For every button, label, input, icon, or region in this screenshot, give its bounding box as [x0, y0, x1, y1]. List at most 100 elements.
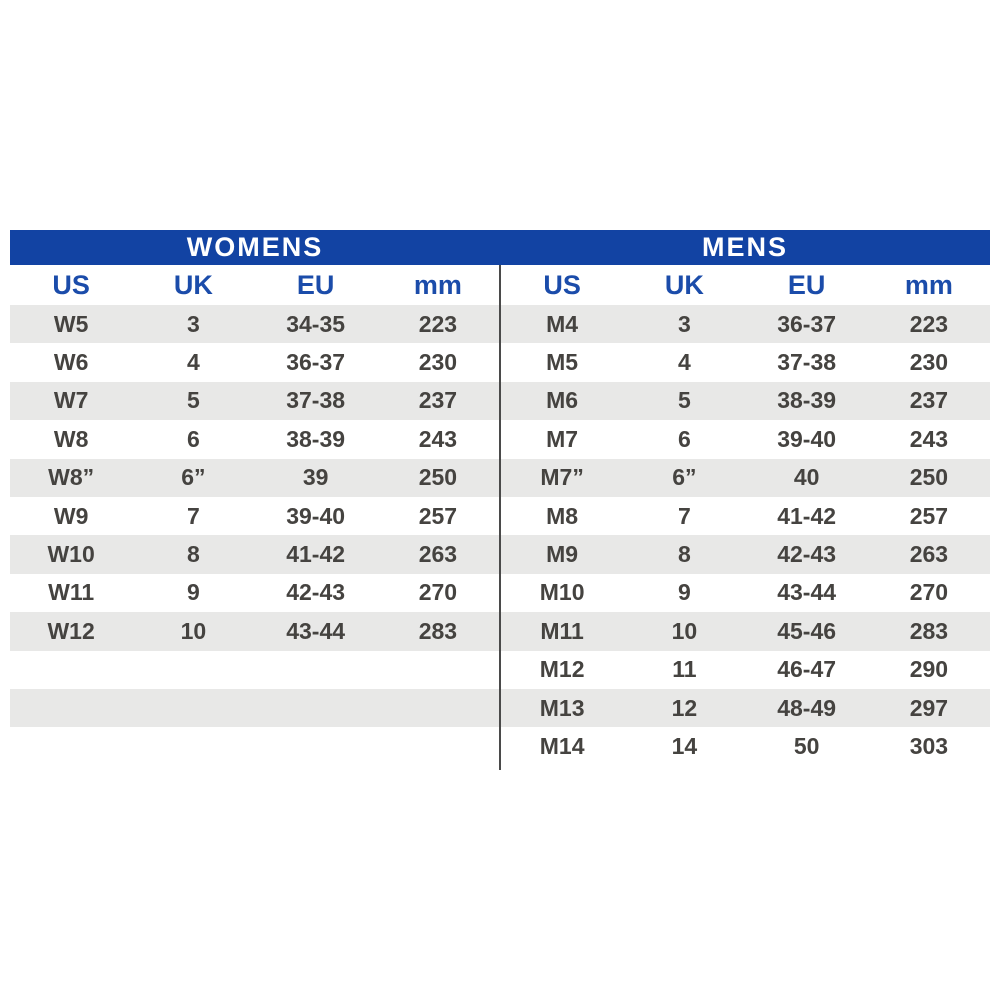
table-cell: 9: [677, 579, 691, 606]
table-cell: 6: [186, 425, 200, 452]
table-cell: 10: [180, 617, 207, 644]
table-cell: W10: [47, 541, 95, 568]
mens-title: MENS: [701, 232, 788, 262]
chart-body: US UK EU mm W5 3 34-35 223 W6 4 36-37 230 W7 5 37-38 23…: [10, 265, 990, 770]
table-cell: 6: [677, 425, 691, 452]
table-cell: [377, 689, 499, 727]
table-cell: 37-38: [286, 387, 346, 414]
table-cell: 5: [677, 387, 691, 414]
table-cell: 270: [909, 579, 949, 606]
womens-table: US UK EU mm W5 3 34-35 223 W6 4 36-37 230 W7 5 37-38 23…: [10, 265, 499, 766]
table-cell: M8: [546, 502, 579, 529]
table-cell: M10: [539, 579, 585, 606]
table-cell: 263: [418, 541, 458, 568]
table-row: M7 6 39-40 243: [501, 420, 990, 458]
table-cell: [255, 727, 377, 765]
table-cell: 48-49: [777, 694, 837, 721]
table-cell: 43-44: [777, 579, 837, 606]
table-cell: [377, 651, 499, 689]
table-cell: 8: [186, 541, 200, 568]
mens-table: US UK EU mm M4 3 36-37 223 M5 4 37-38 230 M6 5 38-39 23…: [501, 265, 990, 766]
table-cell: 7: [186, 502, 200, 529]
table-row: W7 5 37-38 237: [10, 381, 499, 421]
table-cell: W5: [53, 310, 89, 337]
table-cell: 45-46: [777, 617, 837, 644]
table-cell: 243: [909, 425, 949, 452]
table-cell: M13: [539, 694, 585, 721]
table-cell: 4: [186, 349, 200, 376]
table-cell: M6: [546, 387, 579, 414]
table-cell: 14: [671, 732, 698, 759]
table-cell: 12: [671, 694, 698, 721]
table-cell: 38-39: [777, 387, 837, 414]
table-cell: 290: [909, 656, 949, 683]
column-header: UK: [664, 269, 704, 300]
table-cell: 8: [677, 541, 691, 568]
womens-title: WOMENS: [186, 232, 324, 262]
table-cell: 270: [418, 579, 458, 606]
table-cell: M11: [540, 617, 584, 644]
table-cell: 3: [186, 310, 200, 337]
table-cell: [255, 689, 377, 727]
table-cell: [132, 727, 254, 765]
table-cell: 283: [909, 617, 949, 644]
table-cell: M7: [546, 425, 579, 452]
table-cell: M4: [546, 310, 579, 337]
table-cell: 10: [671, 617, 698, 644]
table-row: M4 3 36-37 223: [501, 305, 990, 344]
column-header: EU: [296, 269, 335, 300]
table-cell: 40: [793, 464, 820, 491]
table-cell: 257: [418, 502, 458, 529]
table-row: M7” 6” 40 250: [501, 458, 990, 497]
table-row: W8 6 38-39 243: [10, 420, 499, 458]
column-header: UK: [173, 269, 213, 300]
table-cell: 6”: [672, 464, 697, 491]
table-row: W10 8 41-42 263: [10, 535, 499, 574]
table-cell: 303: [909, 732, 949, 759]
table-cell: M5: [546, 349, 579, 376]
table-cell: 7: [677, 502, 691, 529]
shoe-size-chart: WOMENS MENS US UK EU mm W5 3 34-35 223 W6 4 36-37 2…: [10, 230, 990, 770]
table-row: W5 3 34-35 223: [10, 305, 499, 344]
table-cell: 37-38: [777, 349, 837, 376]
table-cell: 36-37: [286, 349, 346, 376]
table-cell: 39-40: [286, 502, 346, 529]
table-cell: W8: [53, 425, 89, 452]
table-cell: 38-39: [286, 425, 346, 452]
table-cell: 39: [302, 464, 329, 491]
table-cell: [377, 727, 499, 765]
table-row: M11 10 45-46 283: [501, 612, 990, 651]
table-cell: 230: [909, 349, 949, 376]
table-row: W6 4 36-37 230: [10, 343, 499, 381]
table-cell: 230: [418, 349, 458, 376]
table-cell: 46-47: [777, 656, 837, 683]
table-cell: 11: [672, 656, 697, 683]
table-row: W11 9 42-43 270: [10, 574, 499, 612]
table-cell: 50: [793, 732, 820, 759]
table-cell: M14: [539, 732, 585, 759]
table-cell: W7: [53, 387, 89, 414]
table-row: M10 9 43-44 270: [501, 574, 990, 612]
table-cell: 243: [418, 425, 458, 452]
table-cell: 5: [186, 387, 200, 414]
table-cell: W9: [53, 502, 89, 529]
table-cell: 223: [418, 310, 458, 337]
table-row: W12 10 43-44 283: [10, 612, 499, 651]
table-row-empty: [10, 727, 499, 765]
table-row: M9 8 42-43 263: [501, 535, 990, 574]
table-cell: 39-40: [777, 425, 837, 452]
table-cell: 42-43: [777, 541, 837, 568]
table-cell: M12: [539, 656, 585, 683]
table-cell: 41-42: [777, 502, 837, 529]
table-row: W8” 6” 39 250: [10, 458, 499, 497]
table-cell: 6”: [181, 464, 206, 491]
table-cell: W6: [53, 349, 89, 376]
column-header: mm: [413, 269, 462, 300]
table-cell: 36-37: [777, 310, 837, 337]
table-cell: [132, 689, 254, 727]
table-cell: 283: [418, 617, 458, 644]
table-cell: 43-44: [286, 617, 346, 644]
table-cell: 4: [677, 349, 691, 376]
table-row-empty: [10, 688, 499, 728]
